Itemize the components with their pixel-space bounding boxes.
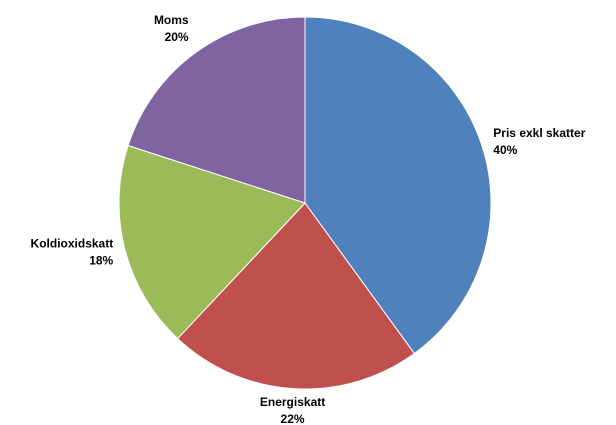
slice-value-label: 40% bbox=[493, 143, 517, 157]
pie-slice bbox=[176, 202, 416, 390]
slice-label: Pris exkl skatter bbox=[493, 126, 585, 140]
slice-label: Koldioxidskatt bbox=[31, 236, 114, 250]
pie-slice bbox=[127, 16, 306, 204]
slice-label: Energiskatt bbox=[260, 395, 325, 409]
slice-value-label: 20% bbox=[165, 30, 189, 44]
pie-slice bbox=[118, 144, 306, 340]
slice-value-label: 18% bbox=[89, 253, 113, 267]
pie-slice bbox=[304, 16, 492, 355]
slice-value-label: 22% bbox=[281, 412, 305, 425]
slice-label: Moms bbox=[154, 13, 189, 27]
